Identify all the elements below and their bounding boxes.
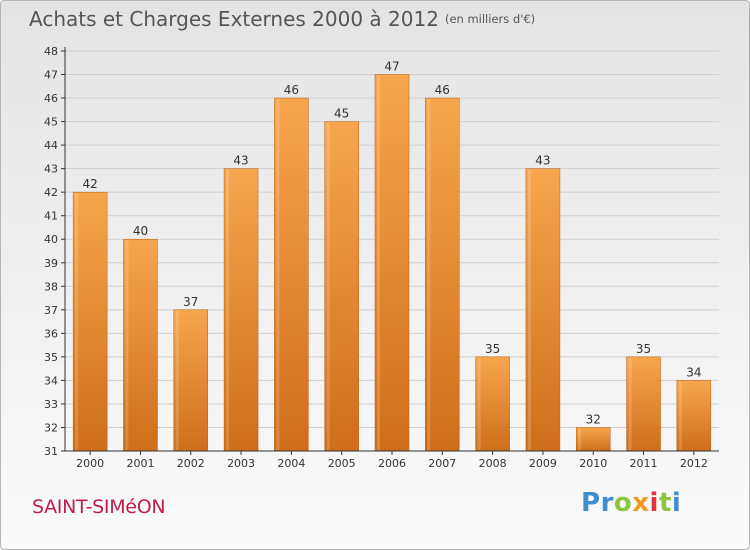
y-tick-label: 35 (44, 351, 58, 364)
chart-title: Achats et Charges Externes 2000 à 2012 (e… (29, 7, 535, 31)
bar (525, 168, 561, 452)
chart-title-text: Achats et Charges Externes 2000 à 2012 (29, 7, 439, 31)
data-label: 42 (83, 177, 98, 191)
bar-highlight (628, 357, 632, 450)
bar (425, 97, 460, 452)
data-label: 43 (535, 154, 550, 168)
bar-highlight (527, 169, 531, 450)
x-tick-label: 2002 (177, 457, 205, 470)
data-label: 40 (133, 224, 148, 238)
y-tick-label: 48 (44, 45, 58, 58)
logo-letter: t (658, 488, 672, 518)
logo-letter: i (671, 488, 682, 518)
y-tick-label: 42 (44, 186, 58, 199)
data-label: 32 (586, 412, 601, 426)
x-tick-label: 2007 (428, 457, 456, 470)
data-label: 45 (334, 107, 349, 121)
y-tick-label: 39 (44, 257, 58, 270)
x-tick-label: 2004 (277, 457, 305, 470)
bar-highlight (125, 240, 129, 450)
bar (475, 356, 510, 452)
y-tick-label: 44 (44, 139, 58, 152)
x-tick-label: 2012 (680, 457, 708, 470)
x-tick-label: 2000 (76, 457, 104, 470)
x-tick-label: 2011 (630, 457, 658, 470)
data-label: 35 (636, 342, 651, 356)
y-tick-label: 46 (44, 92, 58, 105)
x-tick-label: 2010 (579, 457, 607, 470)
bar (72, 191, 108, 452)
y-tick-label: 32 (44, 421, 58, 434)
y-tick-label: 41 (44, 210, 58, 223)
place-name: SAINT-SIMéON (32, 496, 166, 518)
data-label: 37 (183, 295, 198, 309)
y-tick-label: 47 (44, 69, 58, 82)
y-tick-label: 36 (44, 327, 58, 340)
bar-highlight (477, 357, 481, 450)
data-label: 43 (233, 154, 248, 168)
bar-highlight (578, 428, 582, 450)
y-tick-label: 33 (44, 398, 58, 411)
bar (274, 97, 309, 452)
chart-unit: (en milliers d'€) (444, 12, 536, 26)
bar-highlight (678, 381, 682, 450)
bar-highlight (75, 193, 79, 451)
y-tick-label: 34 (44, 374, 58, 387)
data-label: 34 (686, 365, 701, 379)
bar (676, 380, 712, 452)
x-tick-label: 2009 (529, 457, 557, 470)
logo-letter: o (613, 488, 633, 518)
logo-letter: P (581, 488, 601, 518)
bar (324, 121, 359, 452)
y-tick-label: 45 (44, 116, 58, 129)
y-tick-label: 37 (44, 304, 58, 317)
data-label: 46 (435, 83, 450, 97)
y-tick-label: 40 (44, 233, 58, 246)
logo-letter: x (632, 488, 650, 518)
bar-highlight (175, 310, 179, 450)
x-tick-label: 2006 (378, 457, 406, 470)
data-label: 47 (384, 60, 399, 74)
y-tick-label: 38 (44, 280, 58, 293)
bar (374, 74, 410, 452)
x-tick-label: 2005 (328, 457, 356, 470)
bar (123, 238, 158, 452)
bar (575, 427, 611, 452)
bar (223, 168, 259, 452)
y-tick-label: 31 (44, 445, 58, 458)
bar-highlight (427, 99, 431, 450)
logo-letter: i (649, 488, 659, 518)
proxiti-logo: Proxiti (581, 488, 681, 518)
x-tick-label: 2008 (479, 457, 507, 470)
bar-highlight (276, 99, 280, 450)
bar-highlight (226, 169, 230, 450)
data-label: 35 (485, 342, 500, 356)
logo-letter: r (600, 488, 614, 518)
data-label: 46 (284, 83, 299, 97)
x-tick-label: 2001 (126, 457, 154, 470)
bar (173, 309, 209, 452)
bar-highlight (377, 75, 380, 450)
x-tick-label: 2003 (227, 457, 255, 470)
bar-highlight (326, 122, 330, 451)
bar (626, 356, 661, 452)
y-tick-label: 43 (44, 163, 58, 176)
